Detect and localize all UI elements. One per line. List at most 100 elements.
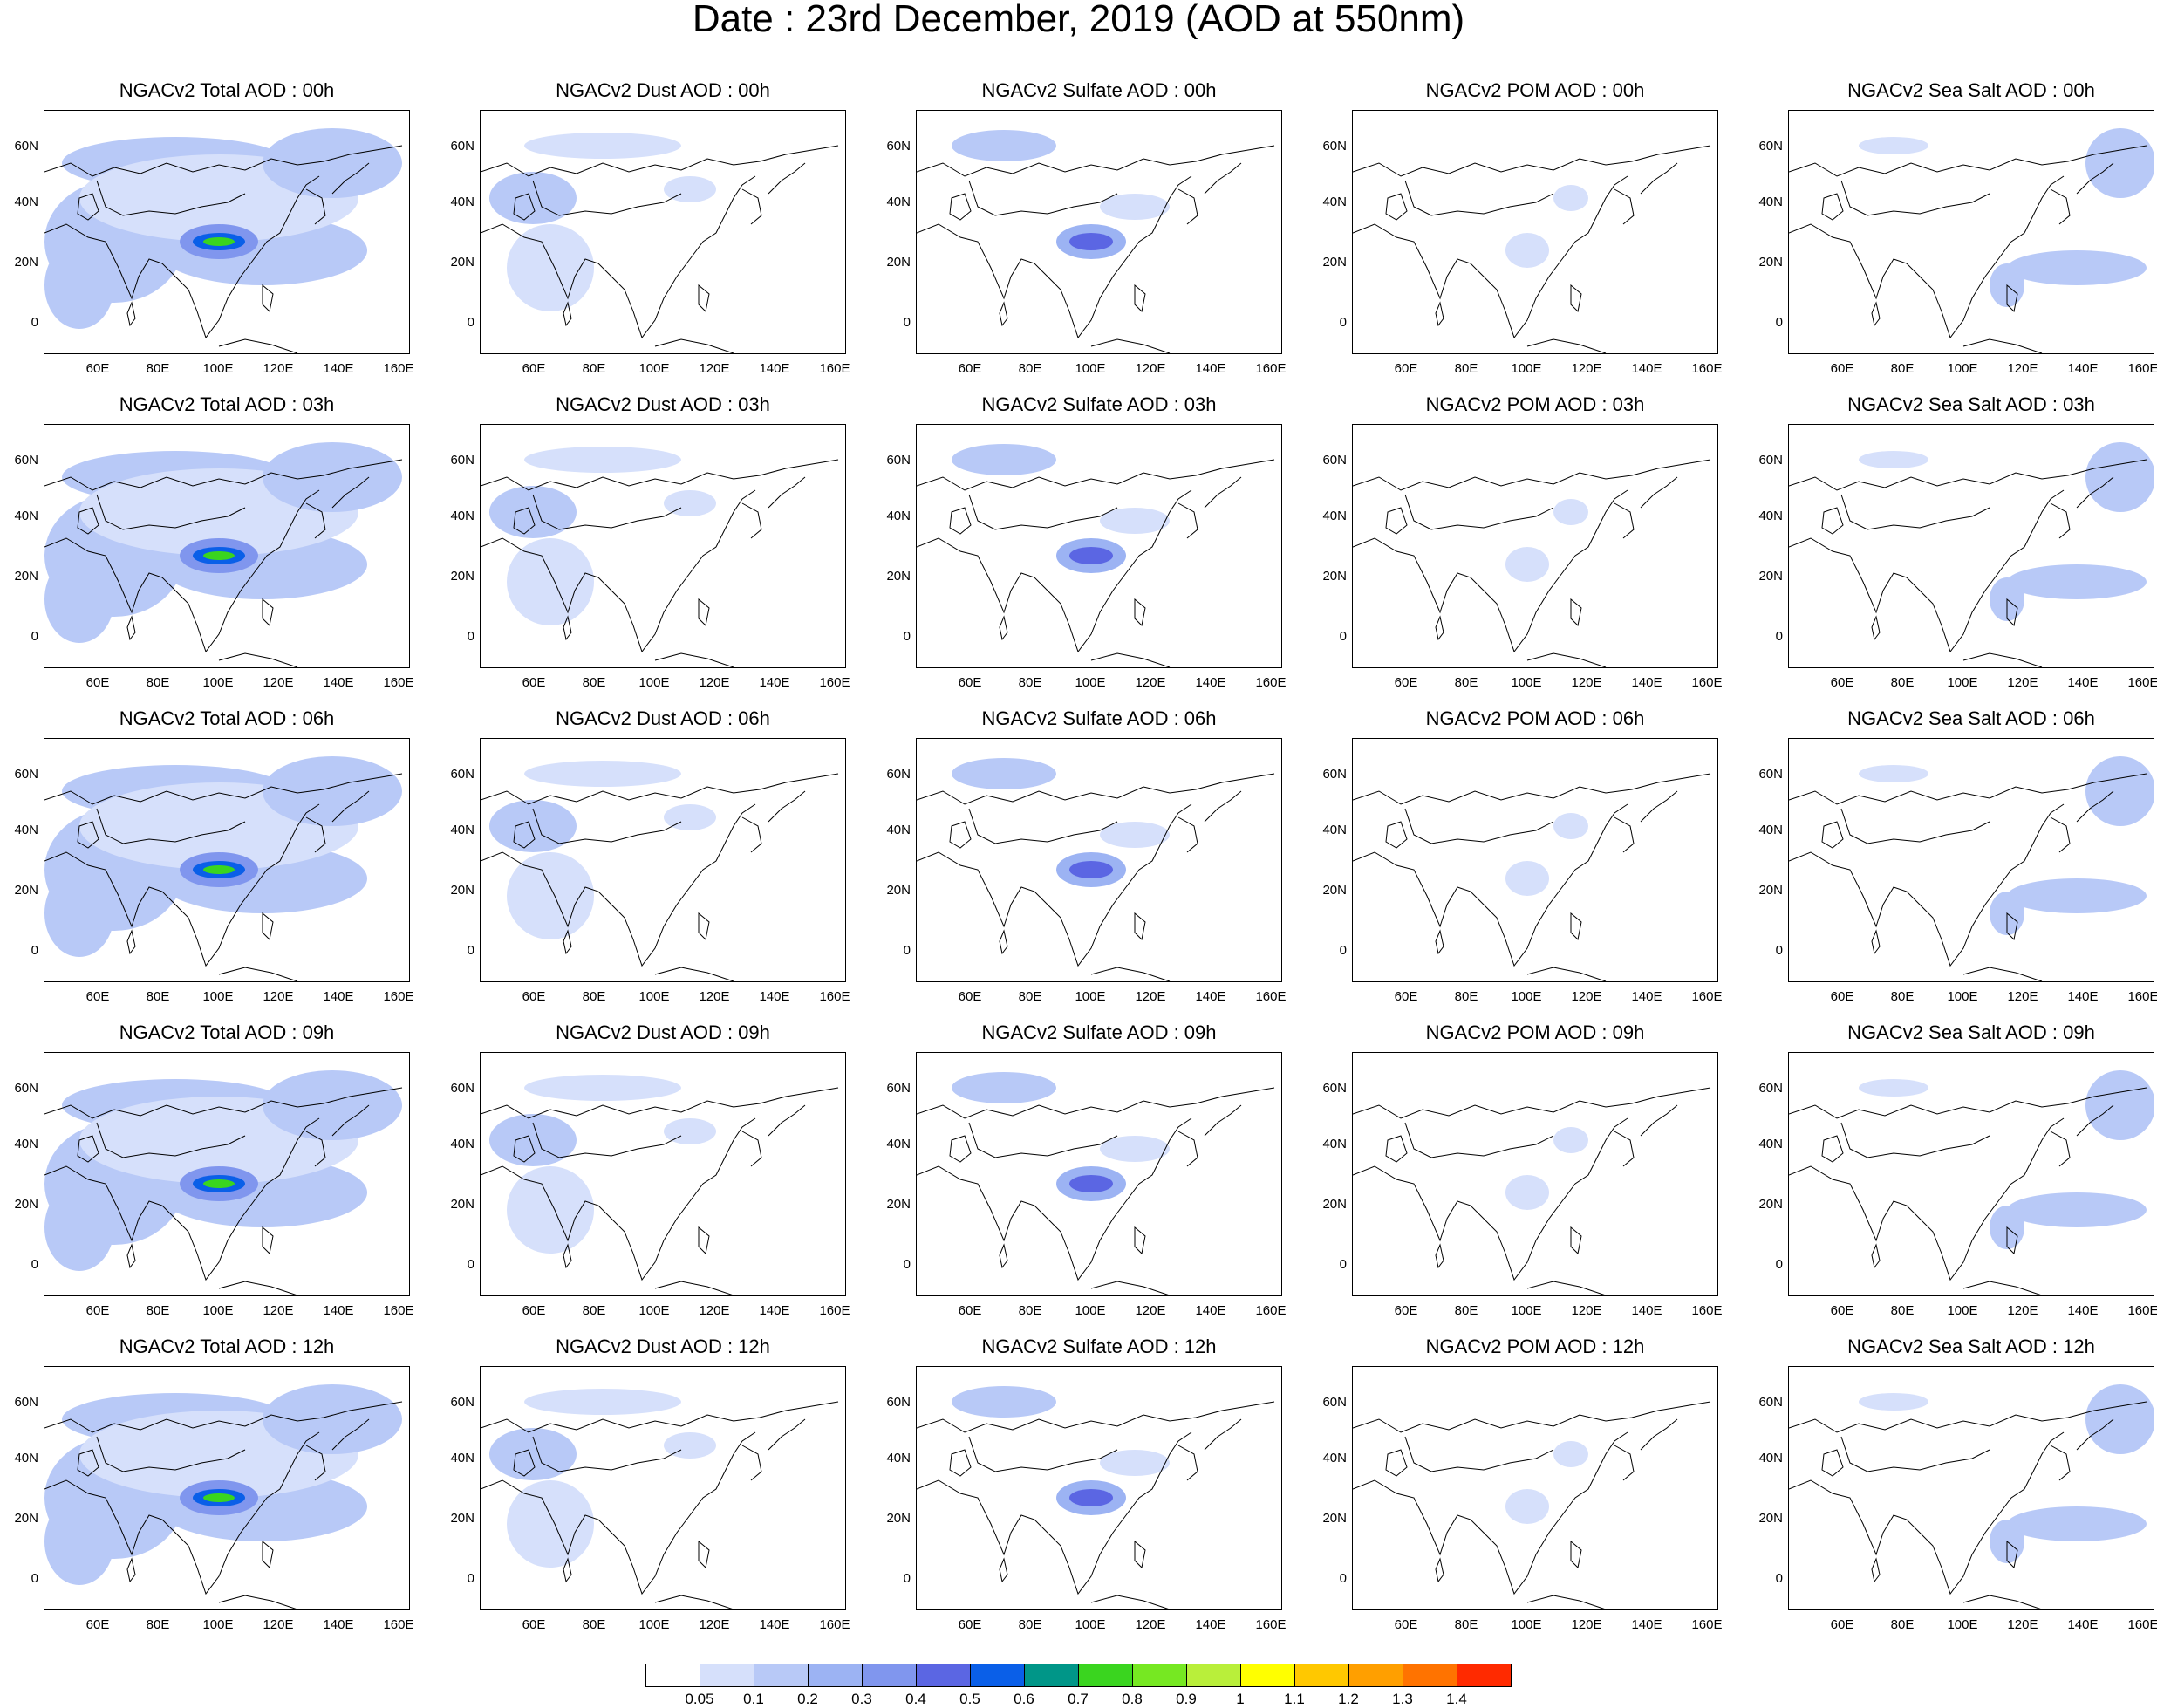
coastline-2	[2076, 1418, 2114, 1451]
lon-tick-label: 60E	[85, 989, 110, 1004]
coastline-7	[968, 180, 1118, 216]
colorbar-label: 1.4	[1446, 1691, 1467, 1707]
lat-tick-label: 0	[1339, 315, 1347, 330]
aod-shading-8	[203, 237, 235, 246]
lat-tick-label: 20N	[1758, 1197, 1783, 1212]
coastline-6	[1871, 929, 1881, 955]
lon-tick-label: 100E	[638, 1617, 670, 1632]
coastline-7	[96, 808, 246, 844]
lat-tick-label: 0	[903, 943, 911, 958]
coastline-5	[1614, 188, 1635, 225]
lon-tick-label: 60E	[85, 1303, 110, 1318]
panel-title: NGACv2 POM AOD : 00h	[1425, 79, 1645, 101]
lon-tick-label: 140E	[759, 1303, 790, 1318]
aod-shading-8	[203, 1493, 235, 1502]
colorbar-label: 0.5	[959, 1691, 980, 1707]
map-panel-sea-salt-12h: NGACv2 Sea Salt AOD : 12h 60N 40N 20N 0 60E 80…	[1758, 1336, 2157, 1647]
lon-tick-label: 140E	[1195, 361, 1226, 376]
coastline-6	[1435, 1243, 1444, 1269]
lat-tick-label: 40N	[886, 1451, 911, 1465]
lat-tick-label: 0	[1775, 1257, 1783, 1272]
map-panel-sulfate-12h: NGACv2 Sulfate AOD : 12h 60N 40N 20N 0 60E 80E…	[886, 1336, 1317, 1647]
coastline-2	[768, 790, 806, 823]
coastline-8	[1385, 821, 1408, 849]
coastline-4	[1962, 338, 2043, 353]
lat-tick-label: 20N	[1322, 1511, 1347, 1526]
coastline-8	[1385, 507, 1408, 535]
lon-tick-label: 140E	[759, 361, 790, 376]
coastline-3	[2006, 1540, 2018, 1569]
coastline-4	[1526, 1281, 1607, 1295]
aod-map	[1789, 1384, 2154, 1609]
lon-tick-label: 140E	[1195, 1617, 1226, 1632]
lon-tick-label: 120E	[1135, 1617, 1166, 1632]
lon-tick-label: 100E	[1947, 989, 1978, 1004]
lon-tick-label: 140E	[1631, 989, 1662, 1004]
lat-tick-label: 0	[1339, 1571, 1347, 1586]
coastline-8	[513, 821, 536, 849]
coastline-1	[1353, 1117, 1628, 1281]
coastline-2	[1640, 790, 1678, 823]
coastline-1	[1353, 175, 1628, 339]
lat-tick-label: 40N	[1322, 823, 1347, 837]
coastline-6	[126, 1557, 136, 1583]
coastline-4	[218, 1595, 298, 1609]
coastline-4	[1526, 967, 1607, 981]
lat-tick-label: 0	[467, 1571, 474, 1586]
aod-shading-3	[1100, 508, 1170, 534]
aod-shading-2	[507, 852, 594, 939]
coastline-2	[1640, 1104, 1678, 1137]
aod-shading-1	[1553, 813, 1588, 839]
colorbar-box	[916, 1664, 971, 1687]
coastline-5	[305, 1445, 326, 1481]
map-frame	[1352, 1052, 1718, 1296]
aod-shading-0	[1505, 233, 1549, 268]
coastline-4	[654, 1281, 734, 1295]
panel-title: NGACv2 Dust AOD : 06h	[556, 707, 770, 729]
lon-tick-label: 140E	[323, 675, 354, 690]
map-panel-dust-03h: NGACv2 Dust AOD : 03h 60N 40N 20N 0 60E 80E 100…	[450, 394, 881, 705]
figure-title: Date : 23rd December, 2019 (AOD at 550nm…	[692, 0, 1465, 40]
coastline-6	[1435, 1557, 1444, 1583]
panel-title: NGACv2 Total AOD : 00h	[119, 79, 335, 101]
coastline-5	[1177, 816, 1198, 853]
coastline-3	[262, 598, 274, 627]
aod-shading-0	[524, 133, 681, 159]
lat-tick-label: 40N	[1758, 195, 1783, 209]
lat-tick-label: 0	[1775, 1571, 1783, 1586]
lat-tick-label: 0	[467, 629, 474, 644]
coastline-2	[2076, 476, 2114, 509]
lat-tick-label: 40N	[450, 509, 474, 523]
coastline-5	[305, 188, 326, 225]
coastline-7	[96, 1122, 246, 1158]
coastline-1	[481, 1431, 756, 1595]
coastline-2	[1640, 1418, 1678, 1451]
coastline-4	[1962, 652, 2043, 667]
coastline-8	[1385, 1449, 1408, 1477]
lat-tick-label: 0	[1339, 1257, 1347, 1272]
colorbar-box	[1294, 1664, 1349, 1687]
aod-shading-0	[524, 761, 681, 787]
lon-tick-label: 120E	[2007, 361, 2038, 376]
coastline-4	[1090, 338, 1171, 353]
lat-tick-label: 60N	[14, 453, 38, 468]
lon-tick-label: 160E	[1691, 361, 1723, 376]
lon-tick-label: 140E	[759, 675, 790, 690]
coastline-8	[513, 507, 536, 535]
lon-tick-label: 60E	[1394, 361, 1418, 376]
coastline-0	[1789, 1401, 2147, 1433]
lat-tick-label: 20N	[1758, 1511, 1783, 1526]
aod-shading-5	[44, 242, 114, 329]
lat-tick-label: 40N	[886, 195, 911, 209]
lon-tick-label: 140E	[1195, 675, 1226, 690]
coastline-7	[968, 494, 1118, 530]
lon-tick-label: 80E	[1454, 1617, 1478, 1632]
lon-tick-label: 80E	[146, 989, 170, 1004]
aod-shading-1	[489, 486, 577, 538]
coastline-0	[44, 1087, 403, 1119]
lon-tick-label: 120E	[699, 989, 730, 1004]
coastline-7	[532, 494, 682, 530]
aod-shading-4	[263, 1384, 402, 1454]
coastline-7	[532, 1436, 682, 1472]
colorbar-box	[700, 1664, 754, 1687]
